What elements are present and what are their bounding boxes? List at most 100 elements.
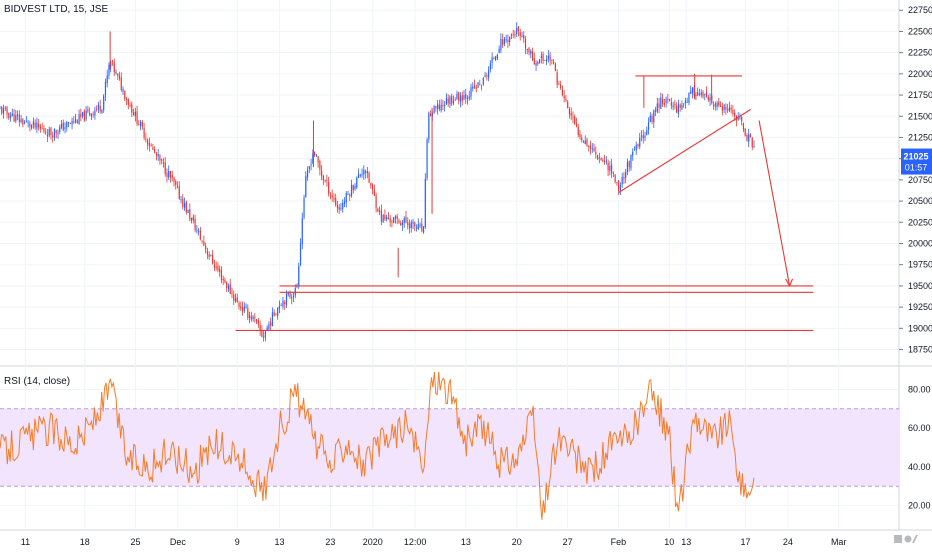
candle-body bbox=[261, 330, 263, 337]
candle-body bbox=[438, 104, 440, 110]
candle-body bbox=[728, 107, 730, 112]
rsi-band-fill bbox=[0, 408, 899, 487]
candle-body bbox=[154, 149, 156, 153]
candle-body bbox=[277, 307, 279, 316]
candle-body bbox=[507, 39, 509, 43]
candle-body bbox=[516, 27, 518, 34]
time-tick-label: 17 bbox=[741, 537, 751, 547]
candle-body bbox=[510, 34, 513, 36]
candle-body bbox=[208, 254, 210, 258]
candle-body bbox=[134, 111, 136, 117]
candle-body bbox=[180, 199, 182, 200]
candle-body bbox=[294, 288, 296, 296]
candle-body bbox=[125, 99, 128, 101]
candle-body bbox=[87, 109, 89, 112]
candle-body bbox=[222, 279, 224, 281]
trendline bbox=[618, 109, 751, 194]
candle-body bbox=[519, 32, 521, 36]
candle-body bbox=[445, 97, 448, 105]
candle-body bbox=[433, 106, 435, 114]
rsi-tick-label: 40.00 bbox=[908, 462, 931, 472]
candle-body bbox=[459, 96, 462, 102]
candle-body bbox=[672, 105, 674, 108]
candle-body bbox=[322, 175, 324, 181]
candle-body bbox=[661, 98, 664, 104]
candle-body bbox=[626, 162, 629, 173]
candle-body bbox=[20, 119, 22, 122]
candle-body bbox=[616, 181, 618, 183]
candle-body bbox=[46, 134, 49, 137]
candle-body bbox=[122, 89, 124, 92]
candle-body bbox=[254, 317, 256, 319]
candle-body bbox=[373, 190, 375, 196]
candle-body bbox=[178, 186, 180, 199]
price-tick-label: 22750 bbox=[908, 5, 932, 15]
candle-body bbox=[401, 222, 404, 226]
candle-body bbox=[537, 61, 539, 65]
candle-body bbox=[380, 210, 382, 222]
price-tick-label: 22500 bbox=[908, 26, 932, 36]
candle-body bbox=[465, 94, 467, 99]
candle-body bbox=[34, 122, 36, 128]
candle-body bbox=[2, 108, 5, 114]
candle-body bbox=[73, 121, 75, 123]
candle-body bbox=[55, 130, 57, 133]
candle-body bbox=[78, 114, 80, 125]
candle-body bbox=[521, 35, 523, 38]
candle-body bbox=[94, 110, 96, 116]
candle-body bbox=[414, 222, 416, 227]
candle-body bbox=[60, 123, 63, 128]
time-tick-label: 24 bbox=[783, 537, 793, 547]
rsi-band bbox=[0, 408, 899, 487]
candle-body bbox=[306, 169, 309, 178]
candle-body bbox=[677, 104, 680, 114]
candle-body bbox=[429, 114, 432, 116]
time-tick-label: 10 bbox=[664, 537, 674, 547]
candle-body bbox=[581, 137, 583, 141]
candle-body bbox=[182, 198, 184, 207]
candle-body bbox=[252, 316, 254, 320]
candle-body bbox=[538, 59, 541, 64]
price-tick-label: 20500 bbox=[908, 196, 932, 206]
candle-body bbox=[567, 101, 569, 109]
candle-body bbox=[382, 215, 384, 222]
candle-body bbox=[512, 34, 514, 36]
candle-body bbox=[50, 127, 52, 136]
time-tick-label: Mar bbox=[831, 537, 847, 547]
time-tick-label: Dec bbox=[170, 537, 187, 547]
candle-body bbox=[291, 297, 293, 299]
candle-body bbox=[544, 59, 546, 61]
candle-body bbox=[545, 59, 548, 62]
candle-body bbox=[32, 121, 34, 125]
candle-body bbox=[466, 98, 469, 99]
candle-body bbox=[59, 126, 61, 133]
candle-body bbox=[628, 161, 630, 168]
candle-body bbox=[238, 302, 240, 307]
candle-body bbox=[270, 322, 272, 326]
candle-body bbox=[553, 61, 555, 64]
candle-body bbox=[199, 230, 201, 240]
candle-body bbox=[625, 171, 627, 178]
candle-body bbox=[187, 209, 189, 213]
candle-body bbox=[53, 129, 56, 138]
candle-body bbox=[646, 130, 648, 135]
axes[interactable]: 2275022500222502200021750215002125021000… bbox=[21, 5, 932, 547]
candle-body bbox=[630, 154, 632, 169]
candle-body bbox=[349, 194, 351, 196]
candle-body bbox=[175, 181, 177, 186]
candle-body bbox=[1, 107, 3, 114]
candle-body bbox=[97, 104, 100, 109]
candle-body bbox=[234, 298, 237, 302]
candle-body bbox=[691, 88, 694, 93]
candle-body bbox=[746, 135, 748, 141]
candle-body bbox=[475, 87, 477, 89]
candle-body bbox=[408, 223, 411, 229]
candle-body bbox=[681, 104, 683, 110]
candle-body bbox=[593, 148, 595, 151]
candle-body bbox=[749, 134, 752, 138]
time-tick-label: 23 bbox=[325, 537, 335, 547]
chart-drawings[interactable] bbox=[235, 75, 814, 331]
candle-body bbox=[493, 58, 495, 60]
candle-body bbox=[29, 123, 31, 127]
